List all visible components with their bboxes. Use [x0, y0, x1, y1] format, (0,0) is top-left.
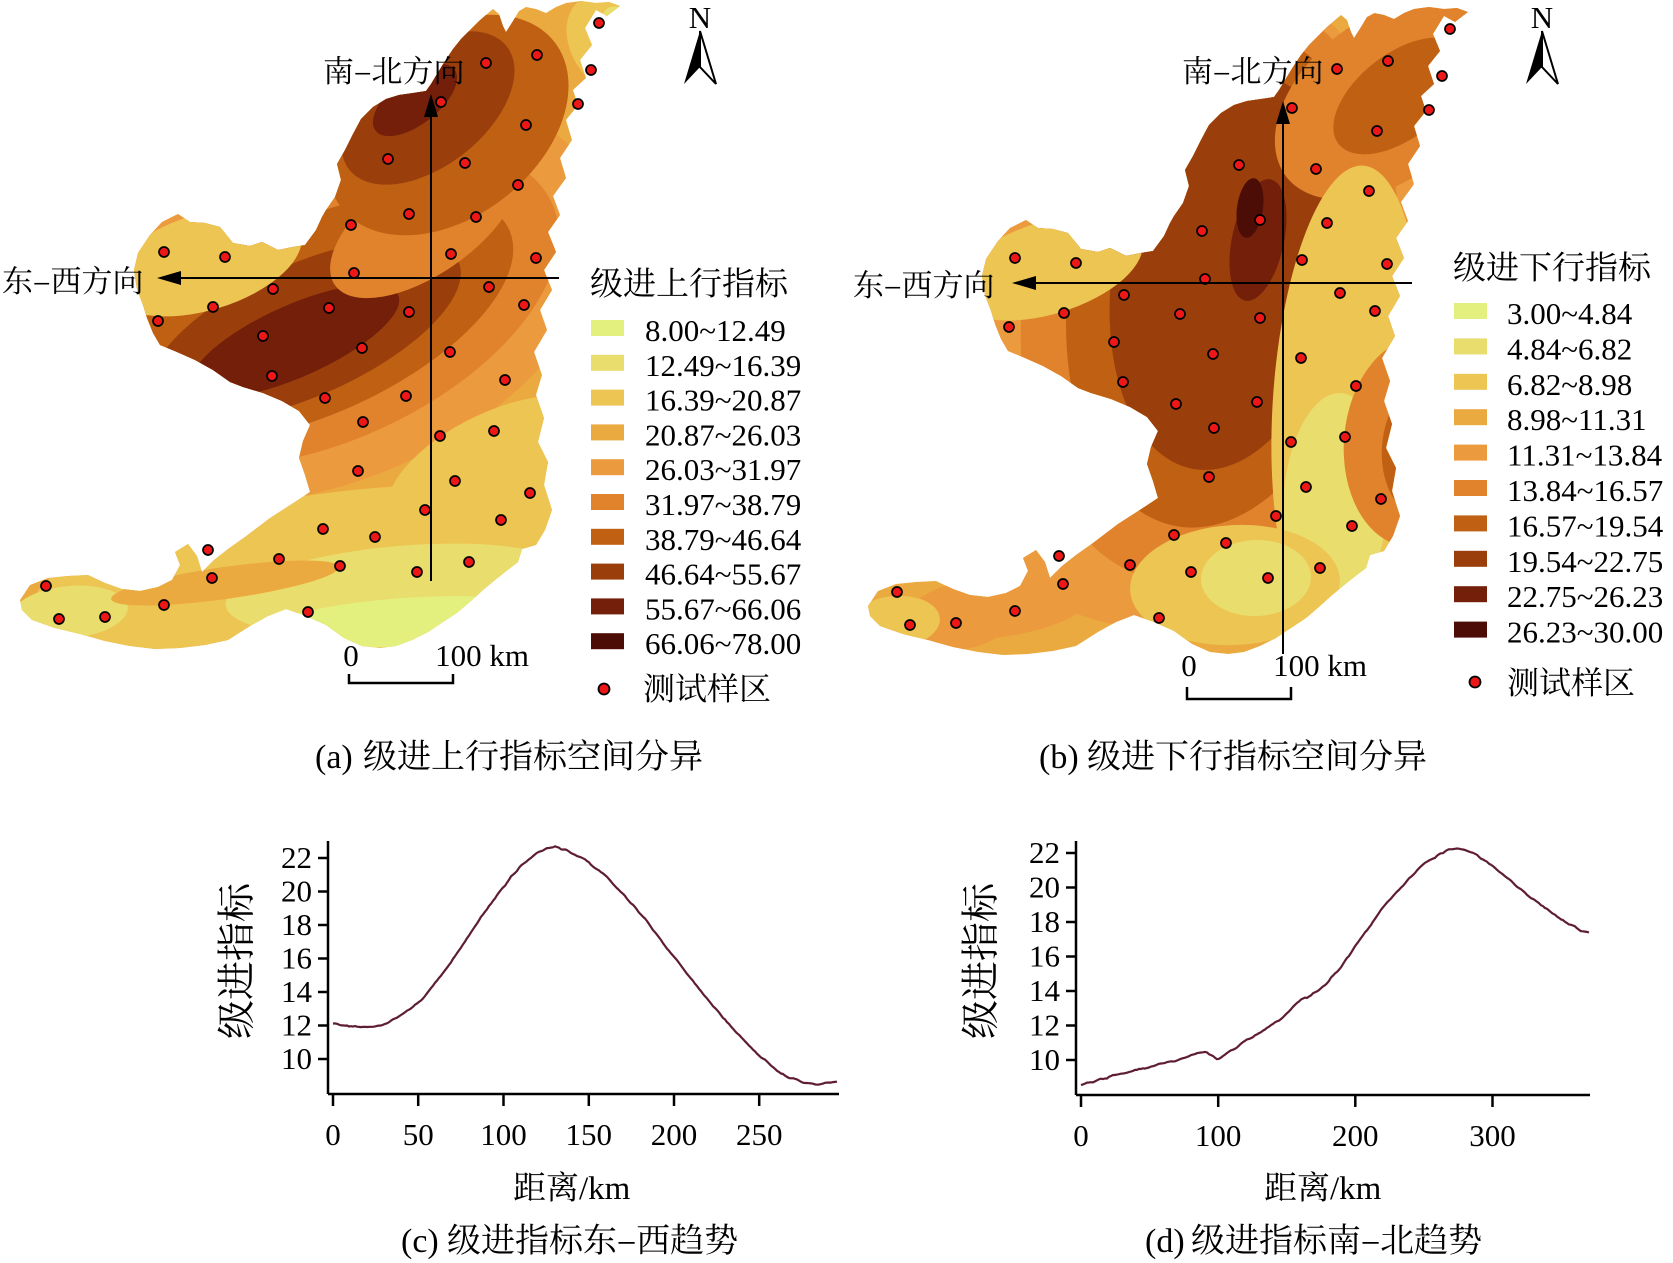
svg-text:46.64~55.67: 46.64~55.67 — [645, 557, 801, 592]
svg-text:26.03~31.97: 26.03~31.97 — [645, 452, 801, 487]
svg-text:19.54~22.75: 19.54~22.75 — [1507, 544, 1663, 579]
svg-text:0: 0 — [325, 1117, 341, 1152]
svg-text:100 km: 100 km — [435, 638, 529, 673]
svg-text:66.06~78.00: 66.06~78.00 — [645, 626, 801, 661]
svg-text:N: N — [689, 0, 711, 35]
svg-text:0: 0 — [1181, 648, 1197, 683]
svg-text:26.23~30.00: 26.23~30.00 — [1507, 615, 1663, 650]
svg-text:22: 22 — [1029, 835, 1060, 870]
svg-text:12: 12 — [1029, 1008, 1060, 1043]
svg-text:/km: /km — [579, 1171, 631, 1207]
svg-text:250: 250 — [736, 1117, 783, 1152]
svg-text:22: 22 — [281, 840, 312, 875]
svg-text:55.67~66.06: 55.67~66.06 — [645, 591, 801, 626]
svg-text:18: 18 — [281, 907, 312, 942]
svg-text:4.84~6.82: 4.84~6.82 — [1507, 331, 1632, 366]
svg-text:38.79~46.64: 38.79~46.64 — [645, 522, 802, 557]
svg-text:22.75~26.23: 22.75~26.23 — [1507, 579, 1663, 614]
svg-text:10: 10 — [281, 1041, 312, 1076]
svg-text:200: 200 — [1332, 1118, 1379, 1153]
svg-text:10: 10 — [1029, 1042, 1060, 1077]
svg-text:(d): (d) — [1145, 1223, 1185, 1260]
svg-text:31.97~38.79: 31.97~38.79 — [645, 487, 801, 522]
svg-text:14: 14 — [1029, 973, 1061, 1008]
svg-text:200: 200 — [651, 1117, 698, 1152]
svg-text:12: 12 — [281, 1008, 312, 1043]
svg-text:3.00~4.84: 3.00~4.84 — [1507, 296, 1633, 331]
svg-text:12.49~16.39: 12.49~16.39 — [645, 348, 801, 383]
svg-text:300: 300 — [1469, 1118, 1516, 1153]
svg-text:(a): (a) — [315, 739, 353, 776]
svg-text:0: 0 — [343, 638, 359, 673]
svg-text:50: 50 — [403, 1117, 434, 1152]
svg-text:6.82~8.98: 6.82~8.98 — [1507, 367, 1632, 402]
svg-text:100 km: 100 km — [1273, 648, 1367, 683]
svg-text:N: N — [1531, 0, 1553, 35]
svg-text:16: 16 — [1029, 939, 1060, 974]
svg-text:16.39~20.87: 16.39~20.87 — [645, 383, 801, 418]
svg-text:/km: /km — [1330, 1171, 1382, 1207]
svg-text:100: 100 — [480, 1117, 527, 1152]
svg-text:18: 18 — [1029, 904, 1060, 939]
svg-text:16: 16 — [281, 941, 312, 976]
svg-text:20: 20 — [1029, 870, 1060, 905]
svg-text:20: 20 — [281, 874, 312, 909]
svg-text:0: 0 — [1073, 1118, 1089, 1153]
svg-text:16.57~19.54: 16.57~19.54 — [1507, 508, 1664, 543]
svg-text:14: 14 — [281, 974, 313, 1009]
svg-text:(c): (c) — [401, 1223, 439, 1260]
svg-text:(b): (b) — [1039, 739, 1079, 776]
svg-text:150: 150 — [566, 1117, 613, 1152]
svg-text:8.98~11.31: 8.98~11.31 — [1507, 402, 1647, 437]
svg-text:20.87~26.03: 20.87~26.03 — [645, 417, 801, 452]
svg-text:8.00~12.49: 8.00~12.49 — [645, 313, 786, 348]
svg-text:13.84~16.57: 13.84~16.57 — [1507, 473, 1663, 508]
svg-text:100: 100 — [1195, 1118, 1242, 1153]
svg-text:11.31~13.84: 11.31~13.84 — [1507, 438, 1663, 473]
